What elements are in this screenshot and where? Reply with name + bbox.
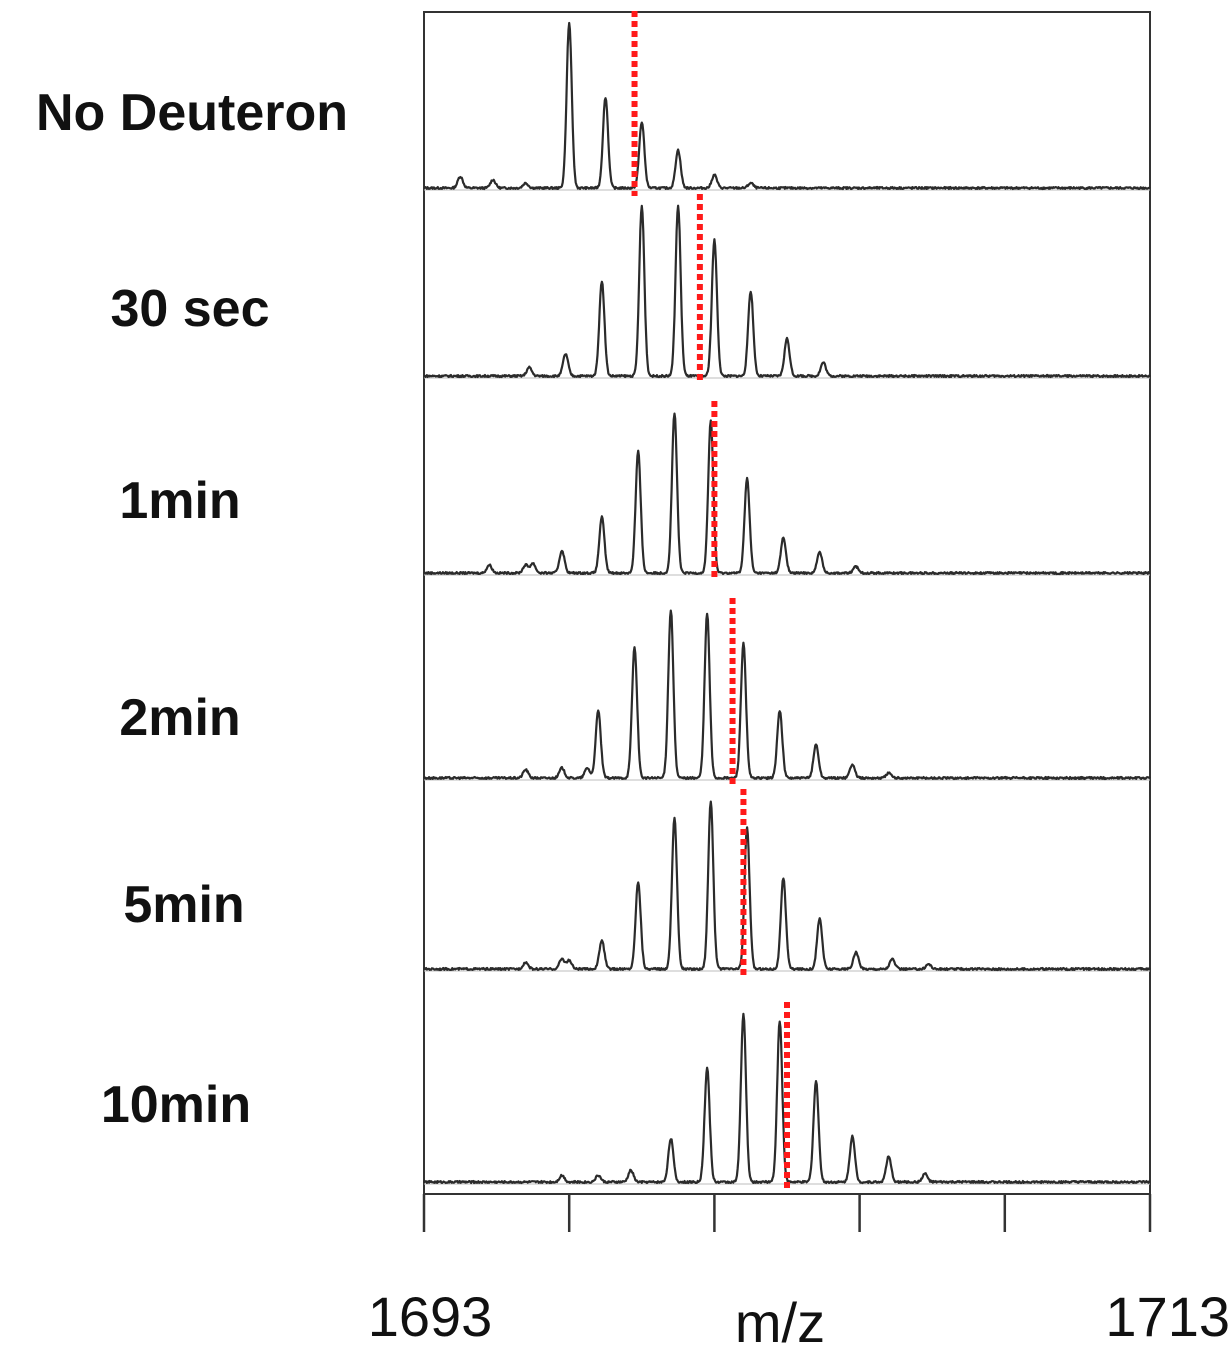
- spectrum-panel: [422, 1002, 1151, 1190]
- panel-label: No Deuteron: [36, 84, 348, 142]
- spectrum-trace: [423, 800, 1151, 972]
- spectrum-panel: [423, 11, 1151, 196]
- spectrum-trace: [422, 1012, 1151, 1185]
- x-axis-title: m/z: [735, 1291, 825, 1346]
- panel-label: 2min: [119, 689, 240, 747]
- spectrum-panel: [423, 598, 1151, 786]
- spectrum-trace: [423, 609, 1151, 781]
- spectrum-panel: [423, 401, 1151, 581]
- spectrum-trace: [423, 412, 1151, 576]
- panel-label: 1min: [119, 472, 240, 530]
- x-axis: [422, 1193, 1152, 1232]
- spectrum-panel: [423, 789, 1151, 977]
- x-tick-label-min: 1693: [368, 1285, 493, 1346]
- spectrum-trace: [423, 21, 1151, 191]
- spectrum-panel: [423, 194, 1151, 384]
- panel-labels: No Deuteron 30 sec 1min 2min 5min 10min: [36, 84, 348, 1134]
- x-tick-label-max: 1713: [1105, 1285, 1230, 1346]
- panel-label: 30 sec: [110, 280, 269, 338]
- spectra-panels: [422, 11, 1151, 1190]
- panel-label: 10min: [101, 1076, 251, 1134]
- spectrum-trace: [423, 204, 1151, 379]
- panel-label: 5min: [123, 876, 244, 934]
